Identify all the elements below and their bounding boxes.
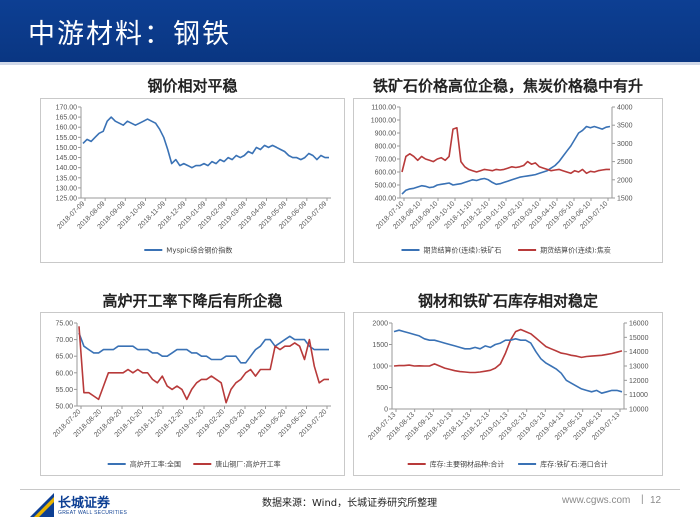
- legend-label-2: 期货结算价(连续):焦炭: [540, 246, 611, 255]
- y-tick-label: 70.00: [55, 337, 73, 344]
- series-line-2: [78, 326, 329, 404]
- legend-label-2: 唐山钢厂:高炉开工率: [215, 460, 280, 469]
- page-separator: |: [641, 494, 644, 505]
- y-tick-label: 1500: [372, 342, 388, 349]
- y-tick-label: 50.00: [55, 404, 73, 411]
- legend-label-2: 库存:铁矿石:港口合计: [540, 460, 608, 469]
- series-line-1: [78, 332, 329, 364]
- y-tick-label: 125.00: [56, 196, 78, 203]
- chart-title-blast-furnace: 高炉开工率下降后有所企稳: [102, 292, 283, 310]
- y-right-tick-label: 15000: [629, 335, 649, 342]
- series-line-1: [401, 125, 611, 195]
- chart-steel-price: 125.00 130.00 135.00 140.00 145.00 150.00 155.…: [40, 98, 345, 263]
- company-name-en: GREAT WALL SECURITIES: [58, 510, 128, 516]
- y-right-tick-label: 3000: [617, 141, 633, 148]
- y-right-tick-label: 12000: [629, 378, 649, 385]
- chart-inventory: 0 500 1000 1500 2000 10000 11000 12000 13000 1400…: [353, 312, 663, 476]
- y-tick-label: 55.00: [55, 387, 73, 394]
- header-divider: [0, 62, 700, 65]
- y-right-tick-label: 1500: [617, 196, 633, 203]
- company-logo-icon: [30, 493, 54, 517]
- y-tick-label: 900.00: [375, 131, 397, 138]
- y-tick-label: 130.00: [56, 185, 78, 192]
- chart-title-iron-coke: 铁矿石价格高位企稳，焦炭价格稳中有升: [372, 77, 643, 95]
- page-number: 12: [650, 495, 662, 506]
- y-right-tick-label: 13000: [629, 364, 649, 371]
- chart-blast-furnace: 50.00 55.00 60.00 65.00 70.00 75.00 2018-07-20…: [40, 312, 345, 476]
- y-tick-label: 150.00: [56, 145, 78, 152]
- y-right-tick-label: 16000: [629, 321, 649, 328]
- y-tick-label: 65.00: [55, 354, 73, 361]
- header-bar: 中游材料：钢铁: [0, 0, 700, 62]
- y-right-tick-label: 10000: [629, 407, 649, 414]
- y-tick-label: 145.00: [56, 155, 78, 162]
- y-tick-label: 500.00: [375, 183, 397, 190]
- y-tick-label: 140.00: [56, 165, 78, 172]
- y-right-tick-label: 11000: [629, 392, 648, 399]
- chart-title-steel-price: 钢价相对平稳: [147, 77, 238, 95]
- website-link[interactable]: www.cgws.com: [562, 495, 631, 506]
- y-tick-label: 155.00: [56, 135, 78, 142]
- legend-label-1: 期货结算价(连续):铁矿石: [424, 246, 502, 255]
- company-name-cn: 长城证券: [58, 496, 111, 511]
- footer-divider: [20, 489, 680, 490]
- y-right-tick-label: 2000: [617, 177, 633, 184]
- y-tick-label: 165.00: [56, 115, 78, 122]
- y-tick-label: 160.00: [56, 125, 78, 132]
- y-tick-label: 2000: [372, 321, 388, 328]
- chart-steel-price-svg: 125.00 130.00 135.00 140.00 145.00 150.00 155.…: [56, 105, 331, 255]
- series-line-2: [401, 126, 610, 175]
- y-tick-label: 1100.00: [371, 105, 396, 112]
- y-tick-label: 1000.00: [371, 118, 396, 125]
- y-tick-label: 75.00: [55, 321, 73, 328]
- y-tick-label: 400.00: [375, 196, 397, 203]
- y-tick-label: 600.00: [375, 170, 397, 177]
- chart-iron-coke-svg: 400.00 500.00 600.00 700.00 800.00 900.00 1000…: [371, 105, 633, 255]
- data-source-note: 数据来源：Wind，长城证券研究所整理: [262, 498, 438, 509]
- y-tick-label: 800.00: [375, 144, 397, 151]
- y-right-tick-label: 2500: [617, 159, 633, 166]
- series-line-1: [82, 116, 329, 169]
- chart-inventory-svg: 0 500 1000 1500 2000 10000 11000 12000 13000 1400…: [367, 321, 649, 469]
- page-title: 中游材料：钢铁: [28, 19, 231, 50]
- series-line-2: [393, 329, 623, 394]
- y-tick-label: 500: [376, 385, 388, 392]
- y-tick-label: 170.00: [56, 105, 78, 112]
- y-right-tick-label: 4000: [617, 105, 633, 112]
- chart-blast-furnace-svg: 50.0055.0060.0065.0070.0075.002018-07-20…: [52, 321, 331, 469]
- y-tick-label: 60.00: [55, 370, 73, 377]
- chart-iron-coke: 400.00 500.00 600.00 700.00 800.00 900.00 1000…: [353, 98, 663, 263]
- y-tick-label: 700.00: [375, 157, 397, 164]
- series-line-1: [393, 328, 623, 374]
- legend-label-1: 库存:主要钢材品种:合计: [430, 460, 505, 469]
- y-tick-label: 0: [384, 407, 388, 414]
- legend-label-1: Myspic综合钢价指数: [166, 246, 232, 255]
- legend-label-1: 高炉开工率:全国: [130, 460, 181, 469]
- y-right-tick-label: 14000: [629, 349, 649, 356]
- chart-title-inventory: 钢材和铁矿石库存相对稳定: [417, 292, 598, 310]
- y-tick-label: 1000: [372, 364, 388, 371]
- y-right-tick-label: 3500: [617, 123, 633, 130]
- y-tick-label: 135.00: [56, 175, 78, 182]
